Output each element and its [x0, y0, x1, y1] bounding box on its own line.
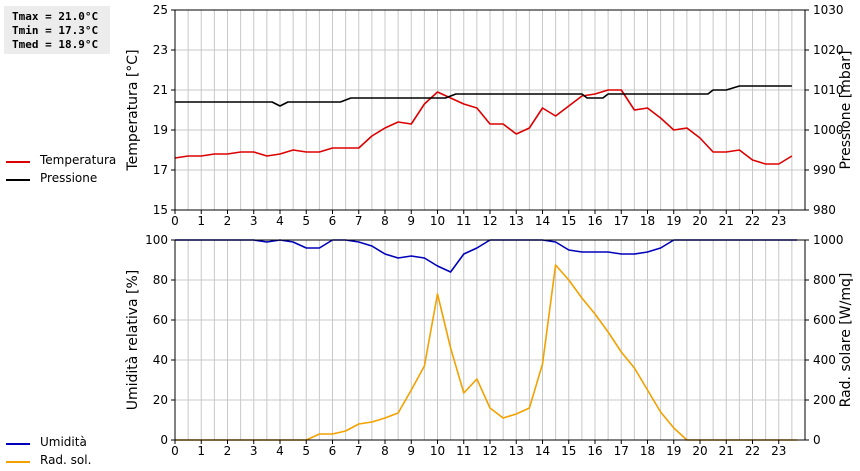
y-tick-label: 17 — [153, 163, 168, 177]
x-tick-label: 16 — [587, 214, 602, 228]
x-tick-label: 20 — [692, 444, 707, 458]
legend-label-temperatura: Temperatura — [40, 153, 117, 167]
x-tick-label: 14 — [535, 214, 550, 228]
y-tick-label: 100 — [145, 233, 168, 247]
x-tick-label: 10 — [430, 444, 445, 458]
x-tick-label: 1 — [197, 214, 205, 228]
chart-panel-0: 0 1 2 3 4 5 6 7 8 9 10 11 12 13 14 15 16 17 18 19 20 21 22 2315… — [125, 3, 854, 228]
chart-panel-1: 0 1 2 3 4 5 6 7 8 9 10 11 12 13 14 15 16 17 18 19 20 21 22 2302… — [125, 233, 854, 458]
series-line-temperatura — [174, 89, 793, 165]
legend-swatch-rad-sol — [6, 461, 30, 463]
x-tick-label: 3 — [250, 444, 258, 458]
y-tick-label: 25 — [153, 3, 168, 17]
y2-tick-label: 990 — [813, 163, 836, 177]
tmed-text: Tmed = 18.9°C — [12, 38, 99, 51]
x-tick-label: 11 — [456, 214, 471, 228]
x-tick-label: 2 — [224, 444, 232, 458]
y2-tick-label: 1000 — [813, 123, 844, 137]
x-tick-label: 7 — [355, 214, 363, 228]
x-tick-label: 22 — [745, 444, 760, 458]
x-tick-label: 7 — [355, 444, 363, 458]
y-tick-label: 15 — [153, 203, 168, 217]
x-tick-label: 18 — [640, 214, 655, 228]
tmax-text: Tmax = 21.0°C — [12, 10, 99, 23]
x-tick-label: 21 — [719, 214, 734, 228]
x-tick-label: 23 — [771, 444, 786, 458]
x-tick-label: 16 — [587, 444, 602, 458]
x-tick-label: 20 — [692, 214, 707, 228]
x-tick-label: 8 — [381, 214, 389, 228]
x-tick-label: 5 — [302, 444, 310, 458]
legend-swatch-umidita — [6, 443, 30, 445]
y-tick-label: 23 — [153, 43, 168, 57]
y2-tick-label: 800 — [813, 273, 836, 287]
x-tick-label: 2 — [224, 214, 232, 228]
x-tick-label: 15 — [561, 214, 576, 228]
x-tick-label: 3 — [250, 214, 258, 228]
legend-label-pressione: Pressione — [40, 171, 98, 185]
x-tick-label: 21 — [719, 444, 734, 458]
x-tick-label: 0 — [171, 444, 179, 458]
y-tick-label: 19 — [153, 123, 168, 137]
y2-axis-label: Pressione [mbar] — [838, 50, 854, 169]
y-tick-label: 80 — [153, 273, 168, 287]
x-tick-label: 9 — [407, 214, 415, 228]
x-tick-label: 14 — [535, 444, 550, 458]
x-tick-label: 18 — [640, 444, 655, 458]
x-tick-label: 17 — [614, 214, 629, 228]
x-tick-label: 9 — [407, 444, 415, 458]
x-tick-label: 6 — [329, 214, 337, 228]
legend-swatch-temperatura — [6, 161, 30, 163]
series-line-umidit — [175, 239, 798, 273]
x-tick-label: 13 — [509, 444, 524, 458]
x-tick-label: 12 — [482, 444, 497, 458]
x-tick-label: 4 — [276, 214, 284, 228]
y2-tick-label: 1010 — [813, 83, 844, 97]
y-tick-label: 21 — [153, 83, 168, 97]
x-tick-label: 4 — [276, 444, 284, 458]
x-tick-label: 12 — [482, 214, 497, 228]
x-tick-label: 13 — [509, 214, 524, 228]
y-tick-label: 20 — [153, 393, 168, 407]
y2-tick-label: 0 — [813, 433, 821, 447]
y-axis-label: Umidità relativa [%] — [125, 270, 141, 411]
y2-tick-label: 400 — [813, 353, 836, 367]
x-tick-label: 17 — [614, 444, 629, 458]
y2-tick-label: 600 — [813, 313, 836, 327]
x-tick-label: 8 — [381, 444, 389, 458]
charts-canvas: 0 1 2 3 4 5 6 7 8 9 10 11 12 13 14 15 16 17 18 19 20 21 22 2315… — [125, 3, 854, 458]
x-tick-label: 0 — [171, 214, 179, 228]
series-line-rad-sol — [175, 264, 798, 441]
x-tick-label: 5 — [302, 214, 310, 228]
x-tick-label: 19 — [666, 214, 681, 228]
y-tick-label: 60 — [153, 313, 168, 327]
x-tick-label: 10 — [430, 214, 445, 228]
legend-swatch-pressione — [6, 179, 30, 181]
x-tick-label: 19 — [666, 444, 681, 458]
x-tick-label: 22 — [745, 214, 760, 228]
y2-tick-label: 1000 — [813, 233, 844, 247]
legend-label-umidita: Umidità — [40, 435, 87, 449]
y-axis-label: Temperatura [°C] — [125, 49, 141, 171]
stats-box: Tmax = 21.0°C Tmin = 17.3°C Tmed = 18.9°… — [4, 6, 110, 54]
series-line-pressione — [175, 85, 792, 107]
x-tick-label: 15 — [561, 444, 576, 458]
x-tick-label: 23 — [771, 214, 786, 228]
y2-tick-label: 980 — [813, 203, 836, 217]
y-tick-label: 0 — [160, 433, 168, 447]
x-tick-label: 11 — [456, 444, 471, 458]
y2-tick-label: 1020 — [813, 43, 844, 57]
y2-tick-label: 200 — [813, 393, 836, 407]
x-tick-label: 1 — [197, 444, 205, 458]
tmin-text: Tmin = 17.3°C — [12, 24, 99, 37]
y2-tick-label: 1030 — [813, 3, 844, 17]
x-tick-label: 6 — [329, 444, 337, 458]
y2-axis-label: Rad. solare [W/mq] — [838, 273, 854, 408]
y-tick-label: 40 — [153, 353, 168, 367]
